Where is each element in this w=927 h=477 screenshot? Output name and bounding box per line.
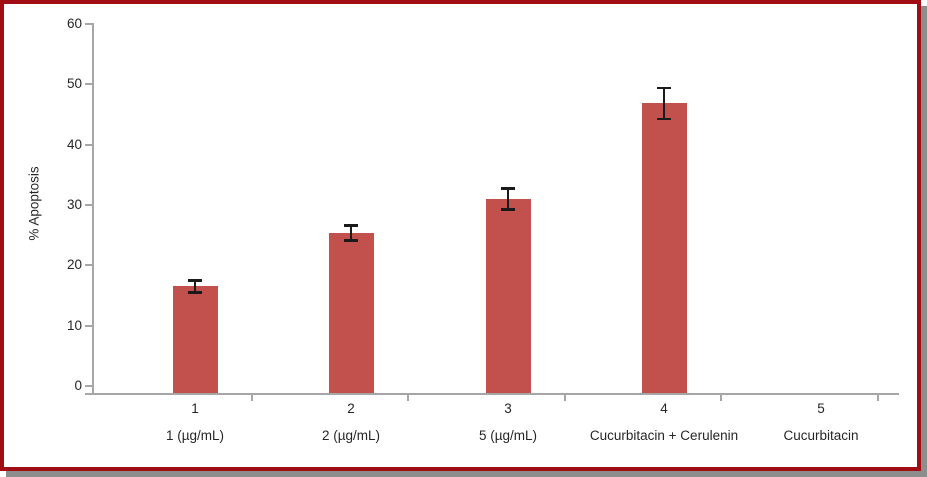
y-tick-label: 0 [74,378,82,393]
error-bar-cap-top [188,279,202,282]
error-bar-cap-bottom [344,239,358,242]
error-bar-stem [350,225,352,241]
y-tick [85,23,92,25]
error-bar-cap-bottom [501,208,515,211]
y-tick [85,264,92,267]
error-bar-cap-top [501,187,515,190]
error-bar-cap-bottom [188,291,202,294]
bar [328,233,374,393]
x-tick-label: 4 [660,401,668,416]
y-tick-label: 10 [66,317,82,333]
x-category-label: Cucurbitacin + Cerulenin [589,428,739,443]
y-tick-label: 40 [66,136,82,152]
x-tick [251,395,253,401]
plot-area: % Apoptosis 0 10 20 30 40 50 60 1 1 (µg/mL) 2 2 (µ… [4,4,917,467]
error-bar-stem [507,188,509,210]
x-tick [720,395,722,401]
error-bar-stem [663,87,665,119]
y-tick [85,324,92,327]
error-bar-cap-bottom [657,117,671,121]
y-tick [85,204,92,206]
x-axis-line [85,393,899,395]
y-tick [85,143,92,146]
x-category-label: 2 (µg/mL) [321,428,381,443]
error-bar-stem [194,280,196,293]
x-category-label: 5 (µg/mL) [478,428,538,443]
x-tick-label: 2 [347,401,355,416]
x-tick [877,395,879,401]
error-bar-cap-top [657,86,671,90]
x-category-label: Cucurbitacin [783,428,859,443]
x-tick-label: 5 [817,401,825,416]
x-tick [564,395,566,401]
x-category-label: 1 (µg/mL) [165,428,225,443]
y-tick [85,83,92,86]
y-tick-label: 60 [66,16,82,31]
y-tick-label: 30 [66,197,82,212]
y-tick-label: 50 [66,76,82,92]
bar [172,286,218,393]
error-bar-cap-top [344,224,358,227]
x-tick-label: 1 [191,401,199,416]
y-tick [85,385,92,387]
bar [485,199,531,393]
x-tick [407,395,409,401]
bar [641,103,687,393]
y-axis-line [92,23,94,395]
y-tick-label: 20 [66,257,82,273]
x-tick-label: 3 [504,401,512,416]
